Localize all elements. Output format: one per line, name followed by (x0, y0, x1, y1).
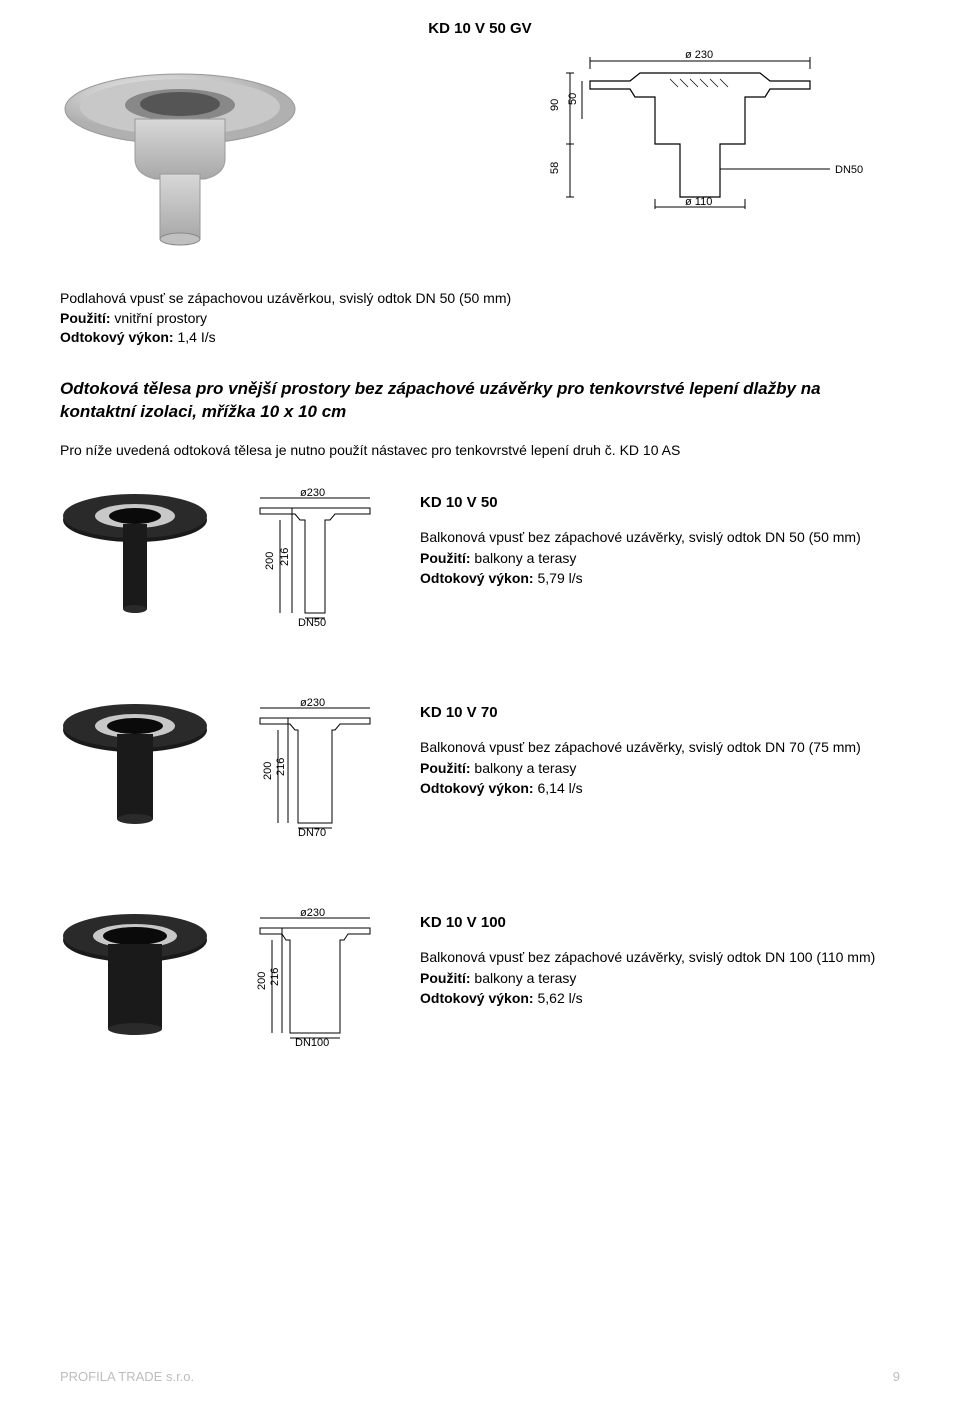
product-diagram: ø230 200 216 DN70 (240, 698, 390, 838)
dim-h-upper: 90 (549, 99, 561, 111)
product-diagram: ø230 200 216 DN50 (240, 488, 390, 628)
perf-value: 5,79 l/s (534, 570, 583, 586)
dim-h2: 216 (279, 547, 291, 565)
perf-label: Odtokový výkon: (420, 990, 534, 1006)
section-heading: Odtoková tělesa pro vnější prostory bez … (60, 378, 900, 424)
dim-h2: 216 (275, 757, 287, 775)
dim-dn: DN70 (298, 827, 326, 838)
hero-use-value: vnitřní prostory (111, 310, 207, 326)
dim-dtop: ø230 (300, 908, 325, 919)
use-label: Použití: (420, 970, 471, 986)
perf-label: Odtokový výkon: (420, 570, 534, 586)
product-name: KD 10 V 100 (420, 912, 875, 934)
dim-dn: DN50 (835, 164, 863, 176)
product-desc: Balkonová vpusť bez zápachové uzávěrky, … (420, 737, 861, 757)
product-text: KD 10 V 100 Balkonová vpusť bez zápachov… (420, 912, 875, 1009)
note-text: Pro níže uvedená odtoková tělesa je nutn… (60, 442, 900, 458)
hero-description: Podlahová vpusť se zápachovou uzávěrkou,… (60, 289, 900, 309)
dim-h-inner: 50 (567, 93, 579, 105)
product-row: ø230 200 216 DN70 KD 10 V 70 Balkonová v… (60, 698, 900, 838)
dim-h1: 200 (264, 551, 276, 569)
dim-dtop: ø230 (300, 488, 325, 499)
perf-label: Odtokový výkon: (420, 780, 534, 796)
product-name: KD 10 V 70 (420, 702, 861, 724)
product-photo (60, 698, 210, 828)
hero-text-block: Podlahová vpusť se zápachovou uzávěrkou,… (60, 289, 900, 348)
perf-value: 6,14 l/s (534, 780, 583, 796)
product-photo (60, 908, 210, 1038)
product-desc: Balkonová vpusť bez zápachové uzávěrky, … (420, 527, 861, 547)
hero-technical-diagram: ø 230 90 50 58 (520, 49, 880, 209)
dim-h2: 216 (269, 967, 281, 985)
hero-use-label: Použití: (60, 310, 111, 326)
product-desc: Balkonová vpusť bez zápachové uzávěrky, … (420, 947, 875, 967)
footer-company: PROFILA TRADE s.r.o. (60, 1369, 194, 1384)
product-diagram: ø230 200 216 DN100 (240, 908, 390, 1048)
dim-h1: 200 (256, 971, 268, 989)
product-photo (60, 488, 210, 618)
product-name: KD 10 V 50 (420, 492, 861, 514)
dim-h1: 200 (262, 761, 274, 779)
use-value: balkony a terasy (471, 550, 577, 566)
hero-row: ø 230 90 50 58 (60, 49, 900, 249)
dim-dtop: ø230 (300, 698, 325, 709)
page-title: KD 10 V 50 GV (60, 20, 900, 37)
dim-h-lower: 58 (549, 162, 561, 174)
dim-d-top: ø 230 (685, 49, 713, 61)
hero-perf-label: Odtokový výkon: (60, 329, 174, 345)
dim-dn: DN50 (298, 617, 326, 628)
page-footer: PROFILA TRADE s.r.o. 9 (60, 1369, 900, 1384)
perf-value: 5,62 l/s (534, 990, 583, 1006)
product-text: KD 10 V 70 Balkonová vpusť bez zápachové… (420, 702, 861, 799)
dim-d-bottom: ø 110 (685, 196, 712, 208)
use-label: Použití: (420, 550, 471, 566)
product-text: KD 10 V 50 Balkonová vpusť bez zápachové… (420, 492, 861, 589)
product-row: ø230 200 216 DN100 KD 10 V 100 Balkonová… (60, 908, 900, 1048)
dim-dn: DN100 (295, 1037, 329, 1048)
footer-page-number: 9 (893, 1369, 900, 1384)
use-value: balkony a terasy (471, 970, 577, 986)
hero-perf-value: 1,4 I/s (174, 329, 216, 345)
product-row: ø230 200 216 DN50 KD 10 V 50 Balkonová v… (60, 488, 900, 628)
use-value: balkony a terasy (471, 760, 577, 776)
hero-product-photo (60, 49, 300, 249)
use-label: Použití: (420, 760, 471, 776)
